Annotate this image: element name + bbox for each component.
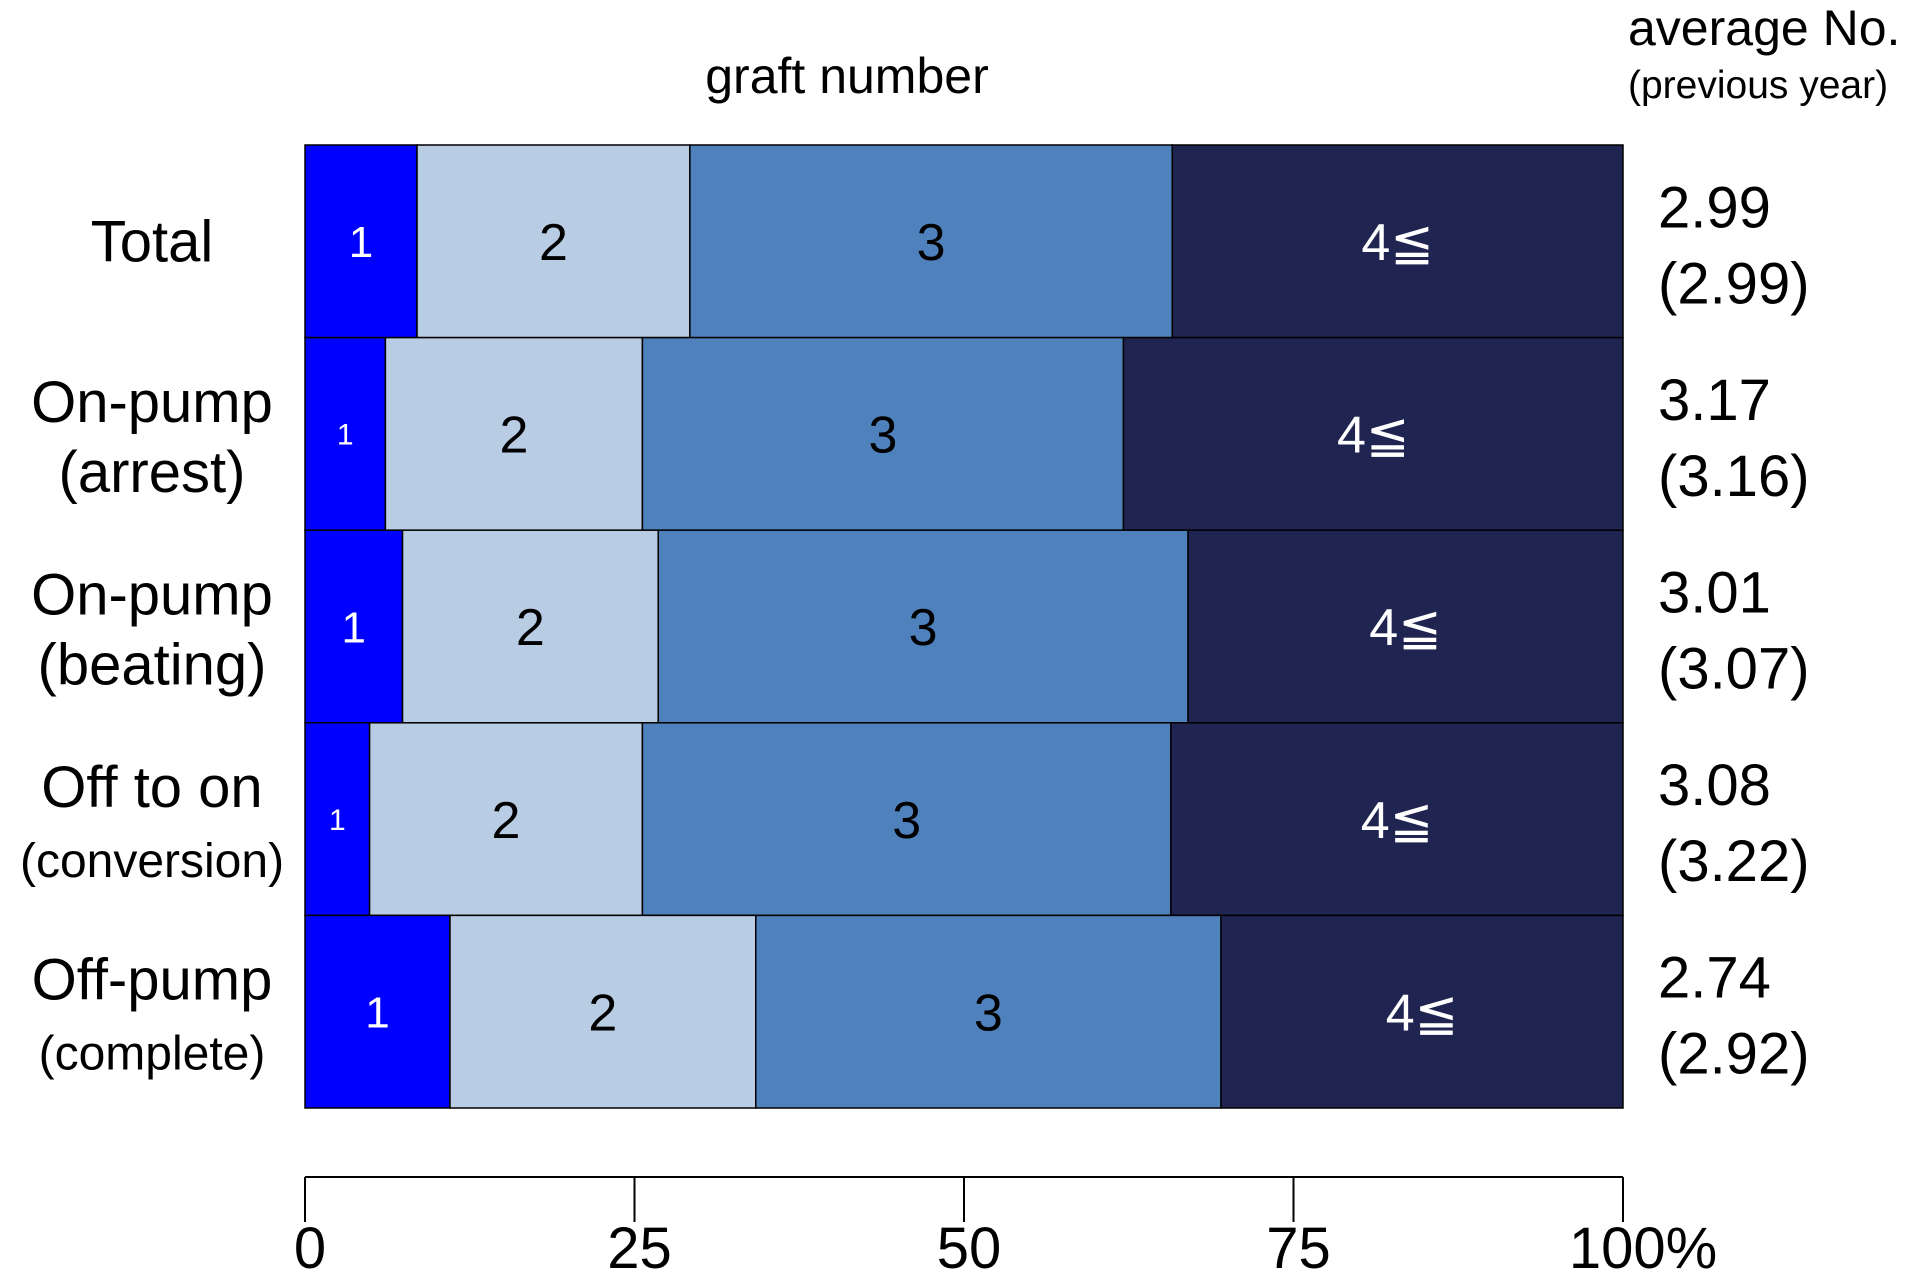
x-tick-label-5: 100% <box>1569 1216 1717 1278</box>
bar-segment-4-row-2 <box>1122 336 1624 531</box>
bar-segment-4-row-5 <box>1220 914 1624 1109</box>
segment-label-2-row-5: 2 <box>588 984 617 1042</box>
segment-label-3-row-4: 3 <box>892 792 921 850</box>
average-current-4: 3.08 <box>1658 753 1771 818</box>
segment-label-3-row-5: 3 <box>974 984 1003 1042</box>
x-tick-label-1: 0 <box>294 1216 326 1278</box>
segment-label-2-row-3: 2 <box>516 599 545 657</box>
average-current-5: 2.74 <box>1658 946 1771 1011</box>
average-previous-3: (3.07) <box>1658 637 1810 702</box>
average-header-line1: average No. <box>1628 0 1900 56</box>
segment-label-2-row-2: 2 <box>499 407 528 465</box>
x-tick-label-4: 75 <box>1266 1216 1331 1278</box>
bar-segment-1-row-5 <box>304 914 451 1109</box>
bar-segment-4-row-1 <box>1171 144 1624 339</box>
x-axis: 0 25 50 75 100% <box>294 1176 1717 1278</box>
segment-label-4-row-2: 4≦ <box>1337 407 1410 465</box>
bars-group: 1 2 3 4≦ 1 2 3 4≦ 1 2 3 4≦ 1 2 3 4≦ 1 2 3 4≦ <box>304 144 1624 1109</box>
x-tick-label-3: 50 <box>937 1216 1002 1278</box>
average-previous-4: (3.22) <box>1658 829 1810 894</box>
bar-segment-2-row-2 <box>384 336 644 531</box>
row-label-line2-5: (complete) <box>39 1028 266 1081</box>
segment-label-1-row-4: 1 <box>329 804 346 837</box>
average-header-line2: (previous year) <box>1628 64 1888 107</box>
segment-label-1-row-5: 1 <box>365 989 389 1038</box>
average-current-3: 3.01 <box>1658 561 1771 626</box>
segment-label-3-row-2: 3 <box>868 407 897 465</box>
segment-label-3-row-1: 3 <box>917 214 946 272</box>
average-previous-5: (2.92) <box>1658 1022 1810 1087</box>
chart-title: graft number <box>705 48 988 104</box>
bar-segment-3-row-5 <box>755 914 1222 1109</box>
bar-segment-4-row-4 <box>1170 722 1624 917</box>
row-label-line1-2: On-pump <box>31 370 273 435</box>
row-label-line2-3: (beating) <box>38 633 267 698</box>
row-label-line1-5: Off-pump <box>32 948 273 1013</box>
bar-segment-3-row-1 <box>689 144 1173 339</box>
row-label-line1-4: Off to on <box>41 755 262 820</box>
average-current-2: 3.17 <box>1658 368 1771 433</box>
bar-segment-2-row-5 <box>449 914 757 1109</box>
bar-segment-2-row-4 <box>368 722 644 917</box>
segment-label-1-row-2: 1 <box>337 419 354 452</box>
row-label-line1-3: On-pump <box>31 563 273 628</box>
segment-label-1-row-3: 1 <box>342 603 366 652</box>
row-label-line2-4: (conversion) <box>20 835 284 888</box>
segment-label-4-row-4: 4≦ <box>1361 792 1434 850</box>
bar-segment-2-row-1 <box>416 144 691 339</box>
segment-label-2-row-4: 2 <box>492 792 521 850</box>
segment-label-4-row-5: 4≦ <box>1386 984 1459 1042</box>
bar-segment-1-row-1 <box>304 144 418 339</box>
average-current-1: 2.99 <box>1658 175 1771 240</box>
bar-segment-3-row-2 <box>641 336 1125 531</box>
row-labels-group: TotalOn-pump(arrest)On-pump(beating)Off … <box>20 209 284 1080</box>
averages-group: 2.99 (2.99) 3.17 (3.16) 3.01 (3.07) 3.08 (3.22)… <box>1658 175 1810 1086</box>
bar-segment-1-row-2 <box>304 336 387 531</box>
average-previous-1: (2.99) <box>1658 251 1810 316</box>
segment-label-1-row-1: 1 <box>349 218 373 267</box>
segment-label-4-row-1: 4≦ <box>1361 214 1434 272</box>
x-tick-label-2: 25 <box>607 1216 672 1278</box>
segment-label-2-row-1: 2 <box>539 214 568 272</box>
bar-segment-3-row-4 <box>641 722 1172 917</box>
row-label-line2-2: (arrest) <box>59 440 246 505</box>
bar-segment-2-row-3 <box>401 529 659 724</box>
average-previous-2: (3.16) <box>1658 444 1810 509</box>
row-label-line1-1: Total <box>91 209 214 274</box>
segment-label-4-row-3: 4≦ <box>1369 599 1442 657</box>
bar-segment-4-row-3 <box>1187 529 1624 724</box>
segment-label-3-row-3: 3 <box>909 599 938 657</box>
